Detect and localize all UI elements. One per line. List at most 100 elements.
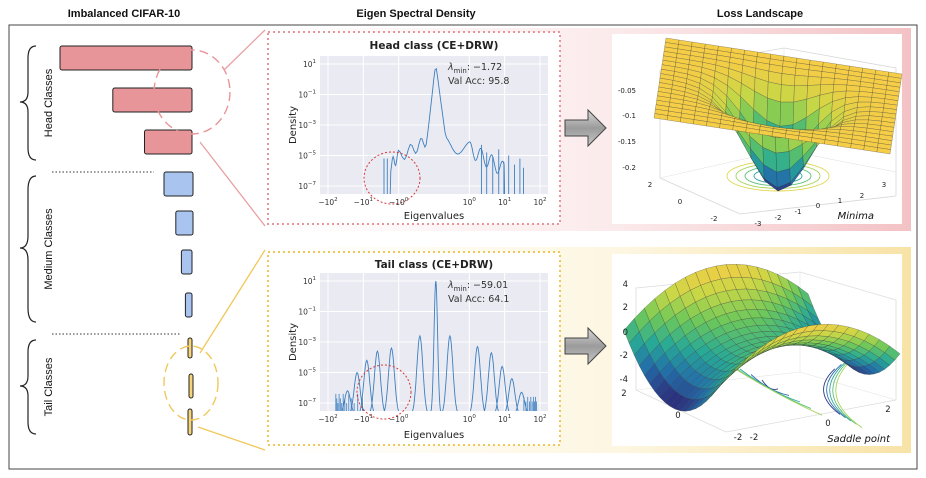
head-connector-bottom bbox=[199, 141, 266, 227]
head-x-tick-3: 100 bbox=[463, 197, 477, 207]
saddle-z-tick-0: 4 bbox=[623, 280, 628, 290]
head-x-tick-0: −102 bbox=[318, 197, 337, 207]
saddle-z-tick-3: -2 bbox=[620, 351, 628, 361]
tail-y-tick-3: 10−5 bbox=[298, 368, 316, 378]
head-esd-y-ticks: 101 10−1 10−3 10−5 10−7 bbox=[298, 59, 316, 191]
class-bar-10 bbox=[187, 408, 193, 436]
tail-esd-ylabel: Density bbox=[288, 323, 299, 361]
tail-x-tick-0: −102 bbox=[318, 414, 337, 424]
head-esd-grid bbox=[320, 56, 548, 194]
tail-x-tick-3: 100 bbox=[463, 414, 477, 424]
tail-esd-x-ticks: −102 −101 −100 100 101 102 bbox=[318, 414, 546, 424]
minima-label: Minima bbox=[838, 211, 874, 222]
head-lambda-value: : −1.72 bbox=[467, 62, 502, 73]
saddle-landscape: 4 2 0 -2 -4 2 0 -2 -2 0 2 Saddle point bbox=[612, 254, 902, 446]
head-arrow-icon bbox=[564, 108, 607, 148]
class-bars bbox=[59, 45, 194, 436]
head-brace bbox=[19, 45, 37, 161]
head-esd-xlabel: Eigenvalues bbox=[404, 211, 464, 222]
group-head: Head Classes bbox=[19, 45, 55, 161]
minima-surface bbox=[653, 37, 903, 192]
tail-esd-panel: Tail class (CE+DRW) λmin: −59.01 Val Acc… bbox=[267, 251, 561, 446]
medium-brace bbox=[19, 175, 37, 323]
class-bar-3 bbox=[144, 129, 193, 155]
head-x-tick-5: 102 bbox=[533, 197, 546, 207]
saddle-y-tick-0: -2 bbox=[750, 433, 758, 443]
tail-brace bbox=[19, 339, 37, 435]
saddle-label: Saddle point bbox=[827, 434, 891, 445]
saddle-surface bbox=[623, 264, 901, 412]
tail-val-acc: Val Acc: 64.1 bbox=[448, 294, 509, 305]
tail-esd-y-ticks: 101 10−1 10−3 10−5 10−7 bbox=[298, 276, 316, 408]
saddle-z-tick-2: 0 bbox=[623, 328, 628, 338]
head-esd-highlight bbox=[363, 151, 421, 205]
tail-x-tick-2: −100 bbox=[389, 414, 409, 424]
minima-landscape: -0.05 -0.1 -0.15 -0.2 2 0 -2 -3 -2 -1 0 1 2 3 Minima bbox=[612, 34, 903, 228]
outer-border bbox=[8, 24, 918, 470]
class-bar-9 bbox=[188, 373, 194, 399]
minima-y-tick-6: 3 bbox=[882, 181, 886, 189]
saddle-x-tick-1: 0 bbox=[675, 411, 680, 421]
head-highlight-ellipse bbox=[153, 49, 231, 135]
head-y-tick-4: 10−7 bbox=[298, 181, 316, 191]
class-bar-5 bbox=[175, 210, 194, 236]
tail-lambda-annotation: λmin: −59.01 bbox=[447, 280, 508, 293]
saddle-ticks: 4 2 0 -2 -4 2 0 -2 -2 0 2 bbox=[620, 280, 891, 443]
minima-x-tick-0: 2 bbox=[648, 181, 652, 189]
class-bar-2 bbox=[112, 87, 193, 113]
head-lambda-annotation: λmin: −1.72 bbox=[447, 62, 502, 75]
minima-ticks: -0.05 -0.1 -0.15 -0.2 2 0 -2 -3 -2 -1 0 1 2 3 bbox=[618, 87, 886, 228]
tail-esd-xlabel: Eigenvalues bbox=[404, 430, 464, 441]
tail-esd-title: Tail class (CE+DRW) bbox=[375, 259, 493, 271]
minima-y-tick-1: -2 bbox=[775, 214, 782, 222]
tail-y-tick-4: 10−7 bbox=[298, 398, 316, 408]
saddle-y-tick-2: 2 bbox=[885, 405, 890, 415]
head-y-tick-1: 10−1 bbox=[298, 90, 316, 100]
header-imbalanced-cifar: Imbalanced CIFAR-10 bbox=[68, 8, 180, 20]
tail-highlight-ellipse bbox=[163, 345, 219, 421]
saddle-z-tick-1: 2 bbox=[623, 303, 628, 313]
head-esd-x-ticks: −102 −101 −100 100 101 102 bbox=[318, 197, 546, 207]
header-eigen-spectral-density: Eigen Spectral Density bbox=[356, 8, 476, 20]
tail-y-tick-1: 10−1 bbox=[298, 307, 316, 317]
tail-y-tick-0: 101 bbox=[303, 276, 316, 286]
group-medium: Medium Classes bbox=[19, 175, 55, 323]
tail-x-tick-5: 102 bbox=[533, 414, 546, 424]
head-y-tick-2: 10−3 bbox=[298, 120, 316, 130]
head-val-acc: Val Acc: 95.8 bbox=[448, 76, 509, 87]
head-classes-label: Head Classes bbox=[43, 68, 55, 137]
tail-classes-label: Tail Classes bbox=[43, 357, 55, 416]
minima-x-tick-1: 0 bbox=[678, 198, 682, 206]
head-y-tick-3: 10−5 bbox=[298, 151, 316, 161]
tail-arrow-icon bbox=[564, 326, 607, 366]
class-bar-4 bbox=[163, 171, 194, 197]
medium-classes-label: Medium Classes bbox=[43, 208, 55, 290]
minima-x-tick-2: -2 bbox=[711, 215, 718, 223]
head-esd-ylabel: Density bbox=[288, 106, 299, 144]
tail-esd-spectrum bbox=[335, 280, 537, 411]
minima-y-tick-3: 0 bbox=[816, 202, 820, 210]
tail-connector-bottom bbox=[197, 426, 266, 451]
saddle-y-tick-1: 0 bbox=[825, 419, 830, 429]
minima-y-tick-4: 1 bbox=[838, 197, 842, 205]
head-x-tick-4: 101 bbox=[498, 197, 511, 207]
minima-z-tick-0: -0.05 bbox=[618, 87, 636, 95]
minima-z-tick-3: -0.2 bbox=[622, 164, 636, 172]
class-bar-1 bbox=[59, 45, 193, 71]
saddle-x-tick-0: 2 bbox=[621, 389, 626, 399]
class-bar-6 bbox=[180, 249, 193, 275]
minima-y-tick-2: -1 bbox=[795, 208, 802, 216]
head-esd-panel: Head class (CE+DRW) λmin: −1.72 Val Acc:… bbox=[267, 31, 561, 225]
saddle-x-tick-2: -2 bbox=[734, 433, 742, 443]
head-esd-spectrum bbox=[383, 67, 524, 194]
head-lambda-subscript: min bbox=[454, 67, 467, 75]
saddle-z-tick-4: -4 bbox=[620, 375, 628, 385]
header-loss-landscape: Loss Landscape bbox=[717, 8, 803, 20]
tail-connector-top bbox=[199, 249, 266, 354]
head-x-tick-1: −101 bbox=[354, 197, 373, 207]
tail-lambda-subscript: min bbox=[454, 285, 467, 293]
tail-y-tick-2: 10−3 bbox=[298, 337, 316, 347]
minima-y-tick-0: -3 bbox=[755, 220, 762, 228]
minima-y-tick-5: 2 bbox=[860, 192, 864, 200]
